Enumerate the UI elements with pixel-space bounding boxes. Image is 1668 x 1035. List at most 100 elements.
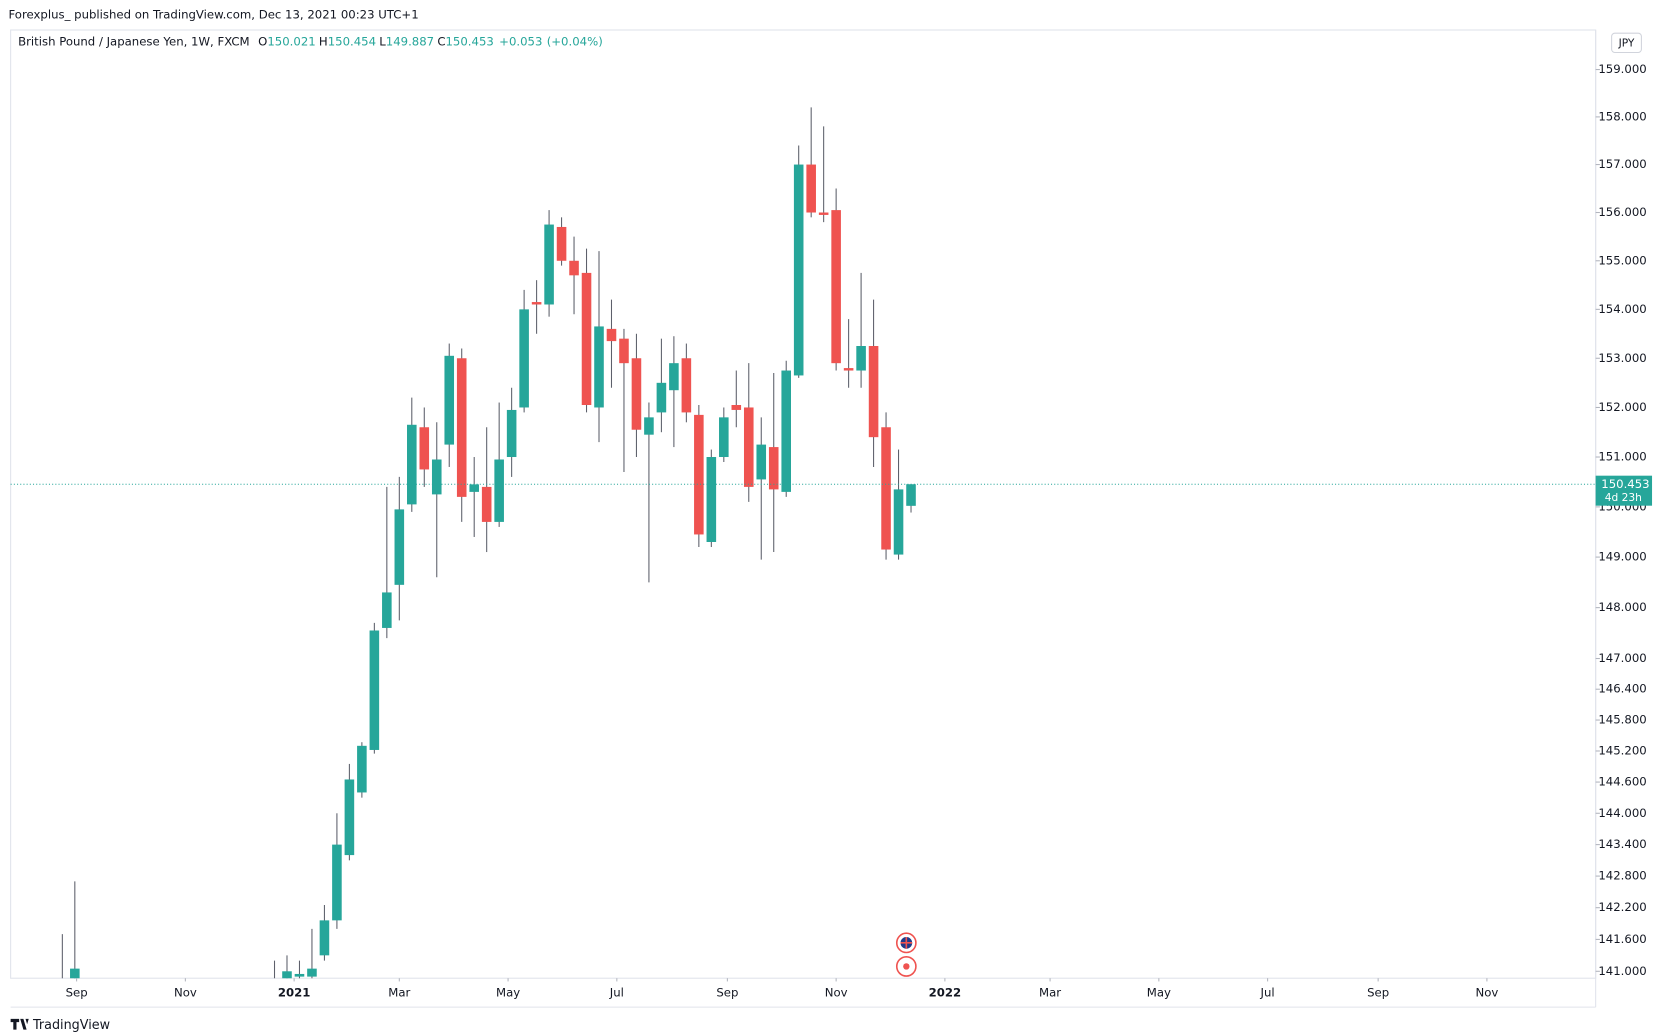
y-tick-label: 147.000 [1598, 651, 1646, 665]
candle-body [743, 407, 754, 487]
publish-header: Forexplus_ published on TradingView.com,… [9, 7, 419, 21]
y-tick-label: 151.000 [1598, 449, 1646, 463]
candle-body [419, 427, 430, 470]
candle-body [818, 212, 829, 215]
legend-key: C [437, 34, 445, 48]
candle-body [806, 164, 816, 213]
candle-body [719, 417, 729, 458]
candle-body [581, 272, 592, 406]
y-tick-label: 142.800 [1598, 869, 1646, 883]
y-tick-label: 142.200 [1598, 900, 1646, 914]
candle-body [407, 424, 417, 505]
candle-body [843, 368, 854, 371]
legend-change-percent: (+0.04%) [547, 34, 603, 48]
x-tick-label: Sep [66, 986, 88, 1000]
x-tick-label: Nov [1475, 986, 1498, 1000]
currency-box[interactable] [1611, 32, 1642, 54]
y-tick-label: 143.400 [1598, 837, 1646, 851]
candle-body [644, 417, 654, 435]
candle-body [631, 358, 642, 430]
y-tick-label: 155.000 [1598, 253, 1646, 267]
candle-body [456, 358, 467, 497]
candle-body [906, 484, 916, 506]
candle-body [494, 459, 504, 522]
x-tick-label: Nov [174, 986, 197, 1000]
candle-body [556, 226, 567, 261]
footer: TradingView [32, 1018, 110, 1033]
candle-body [319, 920, 330, 956]
x-tick-label: 2022 [929, 986, 962, 1000]
candle-body [369, 630, 380, 750]
candle-body [282, 971, 292, 979]
y-tick-label: 144.600 [1598, 775, 1646, 789]
candle-body [706, 457, 717, 542]
y-tick-label: 153.000 [1598, 351, 1646, 365]
footer-logo [10, 1018, 29, 1030]
y-tick-label: 154.000 [1598, 302, 1646, 316]
x-tick-label: 2021 [278, 986, 311, 1000]
candle-body [382, 592, 392, 628]
candle-body [531, 302, 542, 305]
x-tick-label: Jul [609, 986, 624, 1000]
candle-body [394, 509, 405, 585]
candle-body [656, 382, 667, 413]
x-tick-label: May [496, 986, 520, 1000]
candle-body [444, 355, 455, 445]
last-price-tag [1595, 475, 1653, 506]
candle-body [731, 405, 742, 410]
candle-body [481, 486, 492, 522]
legend-value: 150.021 [267, 34, 315, 48]
y-tick-label: 159.000 [1598, 62, 1646, 76]
candle-body [768, 447, 779, 490]
y-tick-label: 141.000 [1598, 964, 1646, 978]
legend-value: 150.453 [445, 34, 493, 48]
candle-body [831, 210, 841, 364]
countdown-label: 4d 23h [1605, 491, 1642, 504]
candle-body [544, 224, 554, 305]
candle-body [868, 346, 879, 438]
y-tick-label: 145.800 [1598, 713, 1646, 727]
candle-body [70, 968, 80, 979]
candle-body [357, 745, 367, 793]
x-tick-label: Sep [716, 986, 738, 1000]
y-tick-label: 146.400 [1598, 682, 1646, 696]
candle-body [469, 484, 479, 492]
candle-body [881, 427, 891, 550]
legend-key: H [319, 34, 328, 48]
x-tick-label: Nov [825, 986, 848, 1000]
x-tick-label: Mar [388, 986, 410, 1000]
x-tick-label: Mar [1039, 986, 1061, 1000]
currency: JPY [1618, 36, 1635, 49]
candle-body [756, 444, 767, 480]
y-tick-label: 157.000 [1598, 157, 1646, 171]
event-icons [895, 932, 917, 977]
y-tick-label: 145.200 [1598, 743, 1646, 757]
candle-body [506, 409, 517, 458]
legend-title: British Pound / Japanese Yen, 1W, FXCM [18, 34, 250, 48]
candle-body [519, 309, 529, 408]
y-tick-label: 156.000 [1598, 205, 1646, 219]
candle-body [606, 328, 617, 342]
candle-body [856, 346, 866, 371]
candle-body [307, 968, 317, 977]
x-tick-label: Jul [1260, 986, 1275, 1000]
candle-body [781, 370, 791, 492]
legend-value: 150.454 [328, 34, 376, 48]
legend: British Pound / Japanese Yen, 1W, FXCM O 1… [18, 34, 603, 48]
candle-body [294, 973, 305, 977]
candles [61, 107, 916, 979]
candle-body [669, 363, 679, 391]
legend-key: L [379, 34, 386, 48]
legend-value: 149.887 [386, 34, 434, 48]
y-tick-label: 144.000 [1598, 806, 1646, 820]
y-tick-label: 149.000 [1598, 550, 1646, 564]
x-tick-label: May [1147, 986, 1171, 1000]
y-tick-label: 141.600 [1598, 932, 1646, 946]
candle-body [344, 779, 355, 856]
legend-change: +0.053 [499, 34, 542, 48]
candle-body [431, 459, 442, 495]
y-tick-label: 148.000 [1598, 600, 1646, 614]
